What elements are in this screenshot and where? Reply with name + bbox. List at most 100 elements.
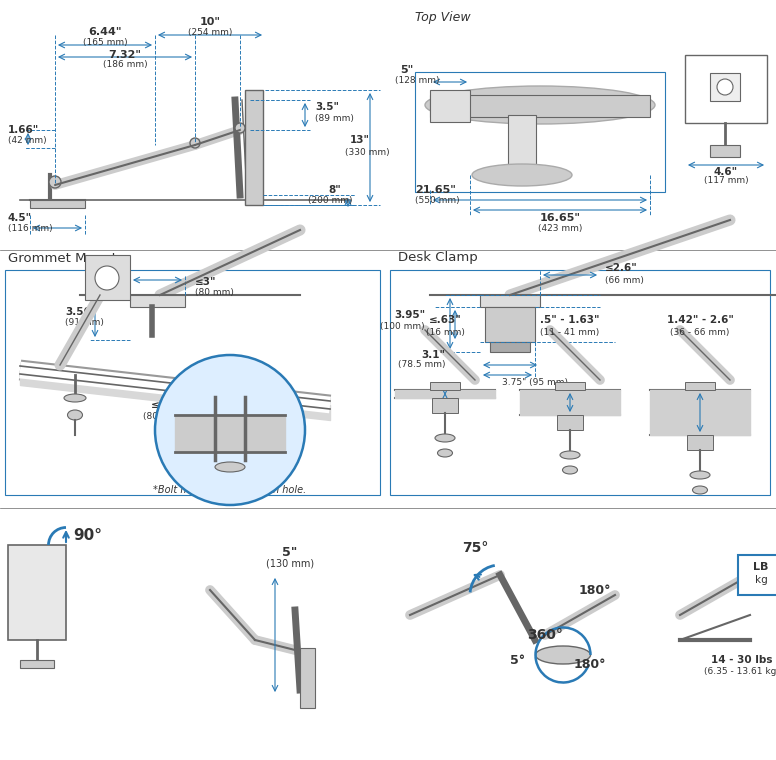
Ellipse shape xyxy=(472,164,572,186)
Circle shape xyxy=(155,355,305,505)
Text: 5": 5" xyxy=(282,546,298,559)
Bar xyxy=(687,435,713,450)
Ellipse shape xyxy=(435,434,455,442)
Text: 5": 5" xyxy=(400,65,414,75)
Ellipse shape xyxy=(64,394,86,402)
Text: ≤2.6": ≤2.6" xyxy=(605,263,638,273)
Bar xyxy=(5,270,380,495)
Bar xyxy=(300,648,315,708)
Bar xyxy=(30,200,85,208)
Bar xyxy=(85,255,130,300)
Text: 4.5": 4.5" xyxy=(8,213,32,223)
Text: 3.75" (95 mm): 3.75" (95 mm) xyxy=(502,378,568,387)
Text: (91 mm): (91 mm) xyxy=(65,318,104,328)
Text: (128 mm): (128 mm) xyxy=(395,75,439,84)
Text: (80 mm): (80 mm) xyxy=(195,287,234,296)
Circle shape xyxy=(95,266,119,290)
Bar xyxy=(430,90,470,122)
Ellipse shape xyxy=(563,466,577,474)
Text: ≤3": ≤3" xyxy=(195,277,217,287)
Bar xyxy=(508,115,536,175)
Text: (42 mm): (42 mm) xyxy=(8,135,47,144)
Text: 8": 8" xyxy=(328,185,341,195)
Text: kg: kg xyxy=(754,575,767,585)
Text: .5" - 1.63": .5" - 1.63" xyxy=(540,315,600,325)
Bar xyxy=(480,295,540,307)
Text: 6.44": 6.44" xyxy=(88,27,122,37)
Text: 13": 13" xyxy=(350,135,370,145)
Text: 3.5": 3.5" xyxy=(315,102,339,112)
Text: (186 mm): (186 mm) xyxy=(102,61,147,69)
Ellipse shape xyxy=(438,449,452,457)
Bar xyxy=(490,342,530,352)
Circle shape xyxy=(235,123,245,133)
Ellipse shape xyxy=(692,486,708,494)
Text: *Bolt must be centered in hole.: *Bolt must be centered in hole. xyxy=(154,485,307,495)
Text: (100 mm): (100 mm) xyxy=(380,322,425,331)
Ellipse shape xyxy=(215,462,245,472)
Bar xyxy=(557,415,583,430)
Ellipse shape xyxy=(535,646,591,664)
Text: 1.66": 1.66" xyxy=(8,125,40,135)
Text: 180°: 180° xyxy=(573,658,606,672)
Text: (6.35 - 13.61 kg): (6.35 - 13.61 kg) xyxy=(704,667,776,676)
Text: ≤.63": ≤.63" xyxy=(428,315,462,325)
Text: (423 mm): (423 mm) xyxy=(538,223,582,233)
Text: (550 mm): (550 mm) xyxy=(415,195,459,204)
Text: 3.1": 3.1" xyxy=(421,350,445,360)
Text: ≤3": ≤3" xyxy=(151,400,173,410)
Circle shape xyxy=(49,176,61,188)
Text: (89 mm): (89 mm) xyxy=(315,113,354,122)
Text: 3.95": 3.95" xyxy=(394,310,425,320)
Bar xyxy=(485,307,535,342)
Text: (16 mm): (16 mm) xyxy=(425,328,465,337)
Text: Grommet Mount: Grommet Mount xyxy=(8,252,117,264)
Bar xyxy=(415,72,665,192)
Text: (80 mm): (80 mm) xyxy=(143,413,182,422)
Text: (200 mm): (200 mm) xyxy=(308,195,352,204)
Bar xyxy=(685,55,767,123)
Bar xyxy=(432,398,458,413)
Bar xyxy=(130,295,185,307)
Bar xyxy=(8,545,66,640)
Text: 75°: 75° xyxy=(462,541,488,555)
Text: (130 mm): (130 mm) xyxy=(266,558,314,568)
Text: 21.65": 21.65" xyxy=(415,185,456,195)
Text: Desk Clamp: Desk Clamp xyxy=(398,252,478,264)
Bar xyxy=(390,270,770,495)
Text: (254 mm): (254 mm) xyxy=(188,28,232,37)
Bar xyxy=(20,660,54,668)
Text: (8 - 51 mm): (8 - 51 mm) xyxy=(233,458,287,467)
Text: (66 mm): (66 mm) xyxy=(605,276,644,284)
Text: 5°: 5° xyxy=(511,654,525,667)
Text: Top View: Top View xyxy=(415,11,470,24)
Text: 90°: 90° xyxy=(74,527,102,543)
Text: (117 mm): (117 mm) xyxy=(704,176,748,185)
Bar xyxy=(738,555,776,595)
Text: 4.6": 4.6" xyxy=(714,167,738,177)
Bar xyxy=(245,90,263,205)
Text: (78.5 mm): (78.5 mm) xyxy=(397,360,445,369)
Text: (36 - 66 mm): (36 - 66 mm) xyxy=(670,328,729,337)
Text: 10": 10" xyxy=(199,17,220,27)
Text: 1.42" - 2.6": 1.42" - 2.6" xyxy=(667,315,733,325)
Bar xyxy=(430,95,650,117)
Text: LB: LB xyxy=(753,562,769,572)
Text: (116 mm): (116 mm) xyxy=(8,223,53,233)
Text: 360°: 360° xyxy=(527,628,563,642)
Ellipse shape xyxy=(560,451,580,459)
Text: 16.65": 16.65" xyxy=(539,213,580,223)
Text: 7.32": 7.32" xyxy=(109,50,141,60)
Text: 14 - 30 lbs: 14 - 30 lbs xyxy=(712,655,773,665)
Bar xyxy=(430,382,460,390)
Bar xyxy=(710,145,740,157)
Text: (165 mm): (165 mm) xyxy=(83,39,127,47)
Text: 180°: 180° xyxy=(579,584,611,597)
Text: (330 mm): (330 mm) xyxy=(345,147,390,157)
Circle shape xyxy=(717,79,733,95)
Text: 3.56": 3.56" xyxy=(65,307,96,317)
Text: 0.31" - 2"*: 0.31" - 2"* xyxy=(232,447,288,457)
Ellipse shape xyxy=(425,86,655,124)
Bar xyxy=(710,73,740,101)
Bar xyxy=(685,382,715,390)
